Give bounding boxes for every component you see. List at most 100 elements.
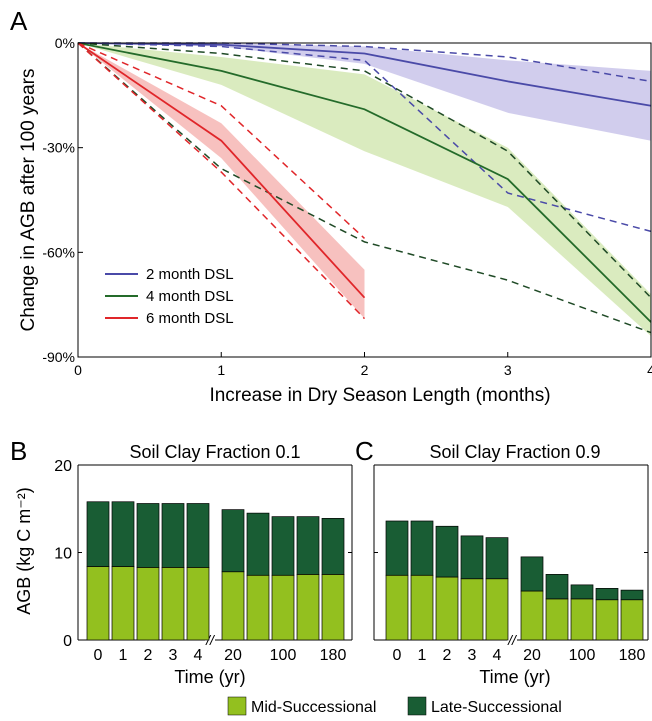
bar-late-successional [545, 574, 569, 600]
panel-b-x-axis-label: Time (yr) [174, 667, 245, 687]
panel-label-b: B [10, 436, 27, 466]
panel-c-title: Soil Clay Fraction 0.9 [429, 442, 600, 462]
x-tick-label: 1 [217, 362, 225, 378]
bar-mid-successional [385, 574, 409, 641]
x-tick-label: 3 [169, 647, 178, 664]
legend: 2 month DSL 4 month DSL 6 month DSL [105, 266, 234, 327]
y-tick-label: 0% [55, 35, 75, 51]
bar-late-successional [460, 535, 484, 580]
x-tick-label: 0 [74, 362, 82, 378]
bar-mid-successional [570, 598, 594, 641]
x-tick-label: 4 [194, 647, 203, 664]
x-tick-label: 2 [443, 647, 452, 664]
panel-c-bars: // 0 1 2 3 4 20 100 180 [373, 464, 649, 664]
bar-mid-successional [296, 574, 320, 641]
bar-late-successional [570, 584, 594, 600]
legend-label-late: Late-Successional [431, 699, 562, 716]
dash-lower-series-2 [77, 42, 366, 320]
legend-swatch-late [407, 696, 427, 716]
x-axis-label: Increase in Dry Season Length (months) [209, 385, 550, 406]
dash-lower-series-0 [77, 42, 652, 233]
x-tick-label: 3 [468, 647, 477, 664]
mean-line-series-2 [77, 42, 366, 299]
legend-label-series-1: 4 month DSL [146, 288, 234, 305]
bar-mid-successional [520, 590, 544, 641]
band-series-0 [78, 43, 651, 141]
x-tick-label: 4 [647, 362, 652, 378]
bar-mid-successional [186, 567, 210, 641]
y-axis-label: Change in AGB after 100 years [18, 69, 39, 332]
legend-swatch-mid [227, 696, 247, 716]
series-lines [77, 42, 652, 334]
x-tick-label: 100 [270, 647, 297, 664]
bar-late-successional [410, 520, 434, 576]
x-tick-label: 2 [144, 647, 153, 664]
mean-line-series-0 [77, 42, 652, 107]
bar-mid-successional [136, 567, 160, 641]
bar-late-successional [186, 503, 210, 568]
axis-break-symbol: // [205, 632, 216, 648]
band-series-1 [78, 43, 651, 337]
bar-late-successional [520, 556, 544, 592]
uncertainty-bands [78, 43, 651, 337]
bar-late-successional [435, 525, 459, 578]
mean-line-series-1 [77, 42, 652, 323]
x-tick-label: 2 [361, 362, 369, 378]
bar-late-successional [271, 516, 295, 576]
bar-mid-successional [111, 566, 135, 641]
bar-mid-successional [246, 574, 270, 641]
legend-label-series-2: 6 month DSL [146, 310, 234, 327]
bar-late-successional [86, 501, 110, 567]
bar-mid-successional [485, 578, 509, 641]
x-tick-label: 20 [224, 647, 242, 664]
bar-mid-successional [435, 576, 459, 641]
bar-late-successional [620, 589, 644, 601]
x-tick-label: 0 [393, 647, 402, 664]
bar-late-successional [221, 509, 245, 573]
panel-b-chart: Soil Clay Fraction 0.1 AGB (kg C m⁻²) Ti… [14, 442, 353, 687]
bar-mid-successional [410, 574, 434, 641]
x-tick-label: 0 [94, 647, 103, 664]
x-tick-label: 180 [619, 647, 646, 664]
dash-lower-series-1 [77, 42, 652, 334]
x-tick-label: 1 [418, 647, 427, 664]
bar-mid-successional [595, 599, 619, 641]
bar-late-successional [485, 537, 509, 580]
y-tick-label: -60% [42, 244, 75, 260]
x-tick-label: 1 [119, 647, 128, 664]
panel-label-a: A [10, 6, 28, 36]
bar-mid-successional [620, 599, 644, 641]
panel-b-y-axis-label: AGB (kg C m⁻²) [14, 487, 34, 615]
bar-legend: Mid-Successional Late-Successional [227, 696, 562, 716]
y-tick-label: -30% [42, 140, 75, 156]
bar-late-successional [161, 503, 185, 568]
bar-mid-successional [545, 598, 569, 641]
panel-c-x-axis-label: Time (yr) [479, 667, 550, 687]
bar-mid-successional [221, 571, 245, 641]
bar-mid-successional [321, 574, 345, 641]
legend-label-mid: Mid-Successional [251, 699, 376, 716]
x-tick-label: 4 [493, 647, 502, 664]
bar-mid-successional [86, 566, 110, 641]
panel-a-chart: 0 1 2 3 4 0% -30% -60% -90% Change in AGB after … [18, 35, 652, 406]
axis-ticks: 0 1 2 3 4 0% -30% -60% -90% [42, 35, 652, 378]
panel-c-chart: Soil Clay Fraction 0.9 Time (yr) // 0 1 2 3 4… [373, 442, 649, 687]
bar-mid-successional [460, 578, 484, 641]
axis-break-symbol: // [507, 632, 518, 648]
y-tick-label: 10 [54, 546, 72, 563]
x-tick-label: 100 [569, 647, 596, 664]
bar-late-successional [246, 512, 270, 576]
bar-late-successional [111, 501, 135, 567]
x-tick-label: 20 [523, 647, 541, 664]
panel-label-c: C [355, 436, 374, 466]
legend-label-series-0: 2 month DSL [146, 266, 234, 283]
y-tick-label: -90% [42, 349, 75, 365]
bar-mid-successional [161, 567, 185, 641]
x-tick-label: 3 [504, 362, 512, 378]
bar-late-successional [296, 516, 320, 575]
panel-b-title: Soil Clay Fraction 0.1 [129, 442, 300, 462]
bar-late-successional [321, 518, 345, 575]
bar-late-successional [385, 520, 409, 576]
